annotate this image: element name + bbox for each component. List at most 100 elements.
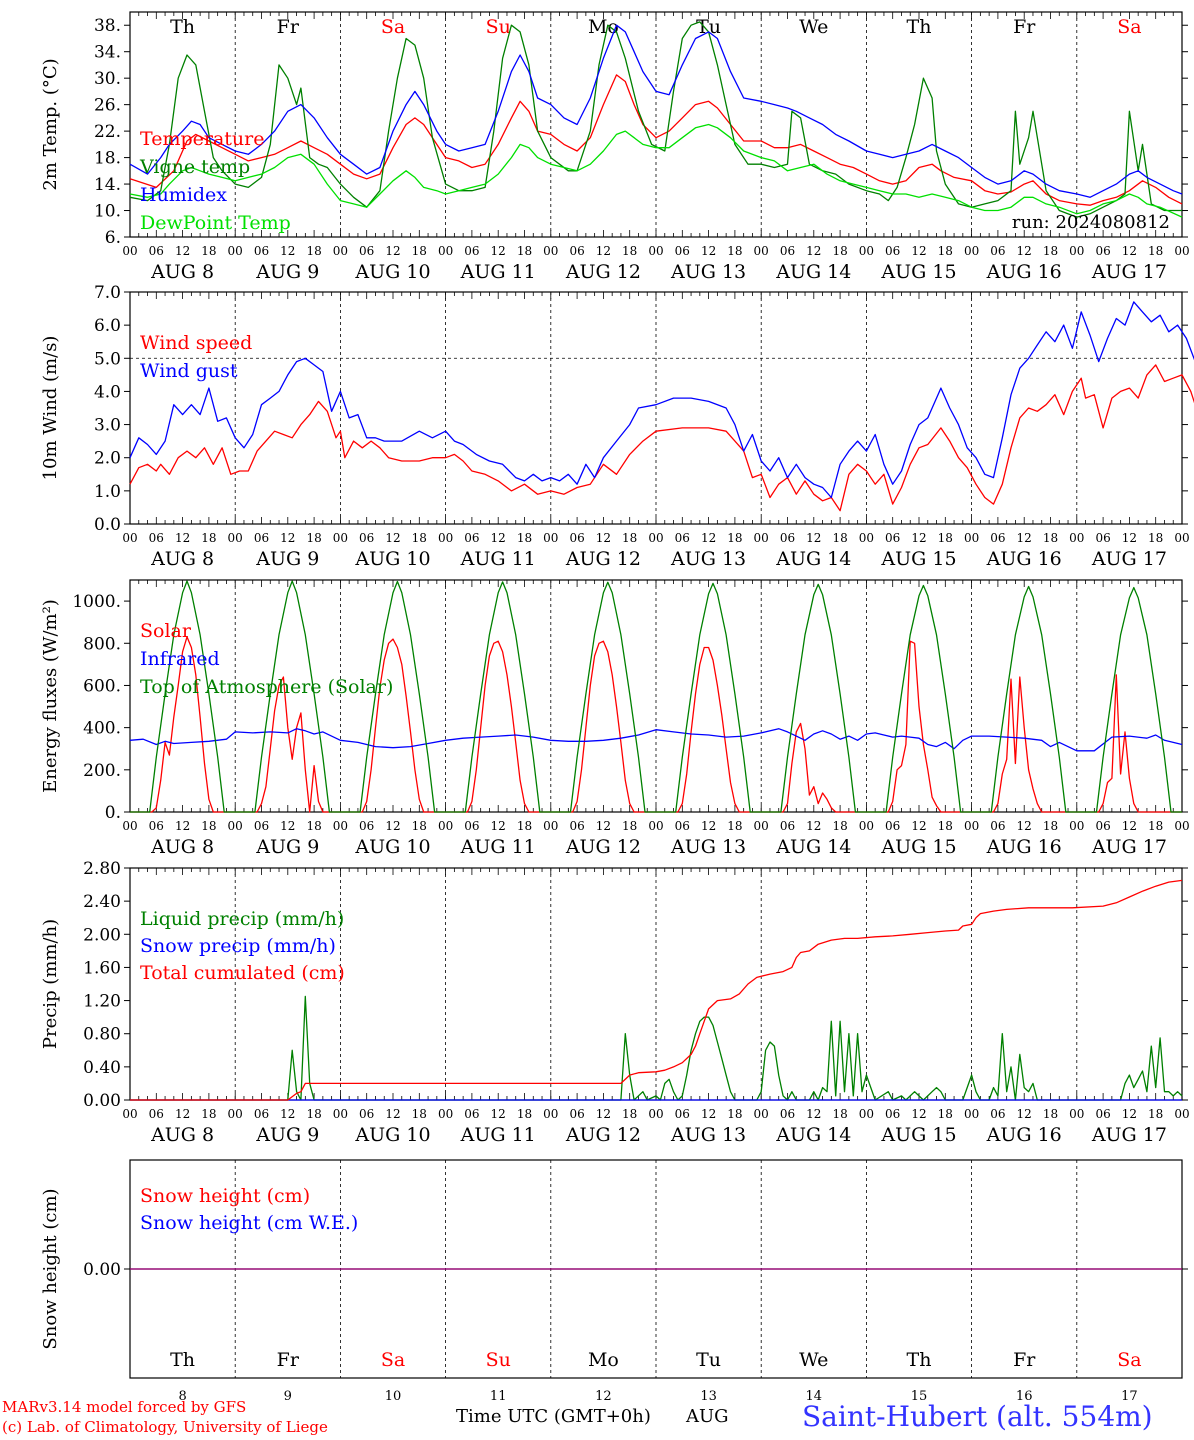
- y-tick-label: 5.0: [94, 349, 121, 369]
- hour-tick-label: 00: [228, 531, 243, 545]
- hour-tick-label: 06: [569, 531, 584, 545]
- hour-tick-label: 06: [359, 531, 374, 545]
- date-label: AUG 8: [150, 1124, 214, 1146]
- hour-tick-label: 00: [648, 531, 663, 545]
- date-label: AUG 9: [255, 1124, 319, 1146]
- series-line-dewpoint-temp: [129, 123, 1183, 218]
- y-tick-label: 18.: [94, 149, 121, 169]
- date-label: AUG 15: [880, 836, 956, 858]
- hour-tick-label: 18: [201, 244, 216, 258]
- hour-tick-label: 00: [648, 819, 663, 833]
- hour-tick-label: 18: [517, 531, 532, 545]
- hour-tick-label: 18: [306, 819, 321, 833]
- hour-tick-label: 00: [438, 1107, 453, 1121]
- hour-tick-label: 18: [306, 244, 321, 258]
- hour-tick-label: 18: [622, 819, 637, 833]
- hour-tick-label: 06: [149, 819, 164, 833]
- legend-entry: Total cumulated (cm): [140, 962, 345, 984]
- date-label: AUG 12: [565, 1124, 641, 1146]
- hour-tick-label: 12: [175, 244, 190, 258]
- hour-tick-label: 12: [1122, 244, 1137, 258]
- hour-tick-label: 00: [754, 244, 769, 258]
- hour-tick-label: 18: [832, 1107, 847, 1121]
- hour-tick-label: 18: [1148, 1107, 1163, 1121]
- y-tick-label: 1.0: [94, 482, 121, 502]
- hour-tick-label: 12: [911, 1107, 926, 1121]
- date-label: AUG 8: [150, 836, 214, 858]
- hour-tick-label: 06: [780, 244, 795, 258]
- date-label: AUG 12: [565, 261, 641, 283]
- legend-entry: Solar: [140, 620, 192, 642]
- hour-tick-label: 18: [1043, 244, 1058, 258]
- hour-tick-label: 18: [1043, 819, 1058, 833]
- hour-tick-label: 00: [438, 819, 453, 833]
- hour-tick-label: 00: [964, 531, 979, 545]
- hour-tick-label: 06: [780, 1107, 795, 1121]
- hour-tick-label: 00: [1069, 244, 1084, 258]
- hour-tick-label: 00: [964, 819, 979, 833]
- hour-tick-label: 18: [517, 1107, 532, 1121]
- y-tick-label: 4.0: [94, 382, 121, 402]
- weekday-label: Th: [170, 16, 195, 38]
- y-tick-label: 1000.: [72, 592, 121, 612]
- weekday-label: We: [799, 16, 828, 38]
- hour-tick-label: 06: [885, 819, 900, 833]
- hour-tick-label: 12: [385, 531, 400, 545]
- date-label: AUG 10: [354, 1124, 430, 1146]
- hour-tick-label: 00: [228, 244, 243, 258]
- hour-tick-label: 06: [464, 819, 479, 833]
- y-tick-label: 2.0: [94, 449, 121, 469]
- hour-tick-label: 06: [149, 244, 164, 258]
- y-tick-label: 2.40: [83, 892, 121, 912]
- hour-tick-label: 00: [438, 531, 453, 545]
- hour-tick-label: 18: [727, 531, 742, 545]
- hour-tick-label: 18: [938, 244, 953, 258]
- hour-tick-label: 12: [491, 819, 506, 833]
- hour-tick-label: 18: [938, 1107, 953, 1121]
- weekday-label-bottom: Fr: [1013, 1349, 1036, 1371]
- hour-tick-label: 00: [964, 244, 979, 258]
- hour-tick-label: 00: [1174, 819, 1189, 833]
- series-line-solar: [130, 636, 1182, 813]
- hour-tick-label: 00: [333, 531, 348, 545]
- hour-tick-label: 00: [964, 1107, 979, 1121]
- hour-tick-label: 00: [333, 1107, 348, 1121]
- hour-tick-label: 12: [280, 819, 295, 833]
- hour-tick-label: 06: [1095, 531, 1110, 545]
- hour-tick-label: 00: [122, 531, 137, 545]
- weekday-label-bottom: We: [799, 1349, 828, 1371]
- hour-tick-label: 06: [990, 819, 1005, 833]
- weekday-label: Fr: [1013, 16, 1036, 38]
- hour-tick-label: 18: [201, 819, 216, 833]
- date-label: AUG 9: [255, 548, 319, 570]
- date-label: AUG 16: [986, 548, 1062, 570]
- credit-line-2: (c) Lab. of Climatology, University of L…: [2, 1418, 328, 1436]
- legend-entry: Wind gust: [140, 360, 238, 382]
- hour-tick-label: 00: [1174, 1107, 1189, 1121]
- hour-tick-label: 00: [859, 819, 874, 833]
- weekday-label-bottom: Tu: [696, 1349, 721, 1371]
- hour-tick-label: 06: [1095, 819, 1110, 833]
- y-tick-label: 600.: [83, 676, 121, 696]
- hour-tick-label: 12: [806, 819, 821, 833]
- hour-tick-label: 12: [491, 1107, 506, 1121]
- hour-tick-label: 06: [1095, 244, 1110, 258]
- hour-tick-label: 18: [412, 819, 427, 833]
- legend-entry: Humidex: [140, 184, 227, 206]
- date-label: AUG 12: [565, 836, 641, 858]
- day-number-label: 11: [490, 1389, 507, 1404]
- hour-tick-label: 12: [596, 819, 611, 833]
- weekday-label: Fr: [277, 16, 300, 38]
- month-label: AUG: [686, 1406, 729, 1427]
- hour-tick-label: 18: [622, 244, 637, 258]
- hour-tick-label: 06: [254, 531, 269, 545]
- date-label: AUG 14: [775, 548, 851, 570]
- hour-tick-label: 00: [543, 819, 558, 833]
- hour-tick-label: 12: [491, 244, 506, 258]
- series-line-infrared: [129, 728, 1183, 752]
- hour-tick-label: 06: [990, 1107, 1005, 1121]
- date-label: AUG 9: [255, 836, 319, 858]
- date-label: AUG 11: [460, 548, 536, 570]
- hour-tick-label: 06: [464, 531, 479, 545]
- hour-tick-label: 06: [569, 819, 584, 833]
